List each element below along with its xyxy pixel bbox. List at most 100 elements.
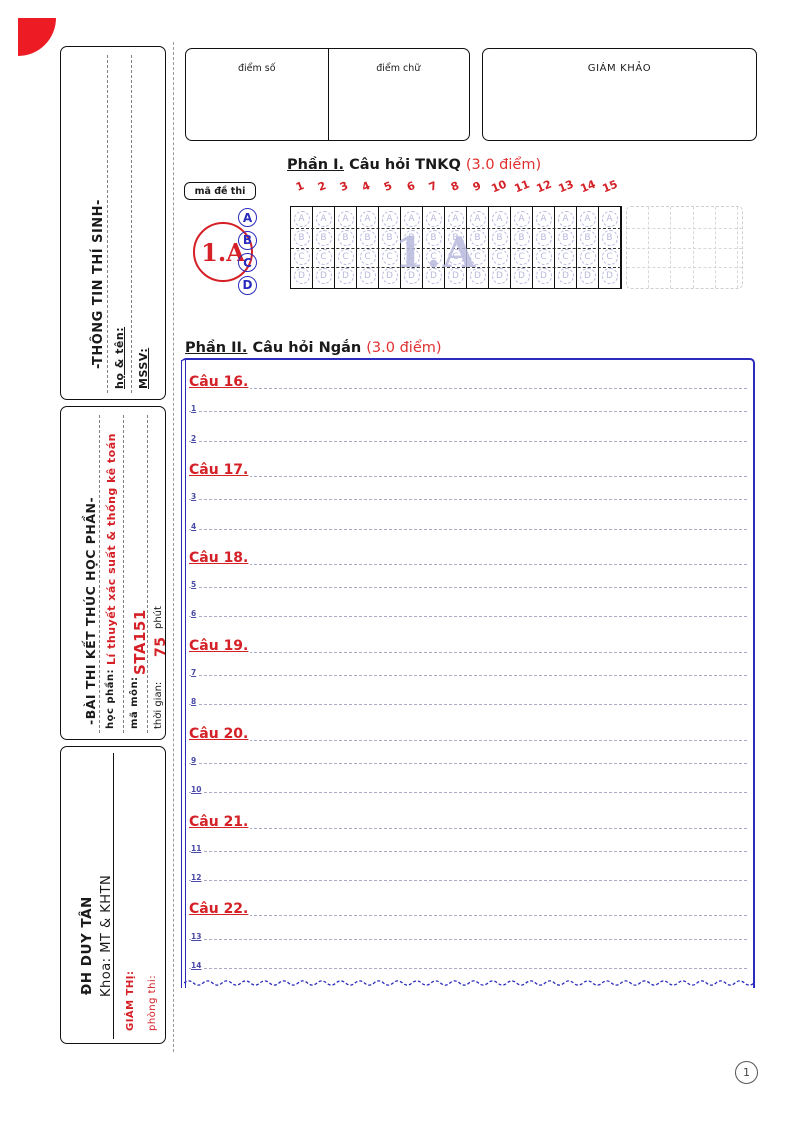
grid-extension-empty [626, 206, 743, 290]
question-number-12: 12 [534, 177, 554, 196]
bubble-2-C[interactable]: C [315, 248, 332, 265]
bubble-13-C[interactable]: C [557, 248, 574, 265]
student-info-title: -THÔNG TIN THÍ SINH- [91, 199, 106, 369]
question-number-5: 5 [382, 179, 395, 194]
bubble-2-B[interactable]: B [315, 229, 332, 246]
bubble-10-C[interactable]: C [491, 248, 508, 265]
writing-rule [189, 827, 747, 829]
bubble-10-B[interactable]: B [491, 229, 508, 246]
course-label: học phần: [105, 668, 116, 729]
bubble-12-A[interactable]: A [535, 210, 552, 227]
bubble-5-C[interactable]: C [381, 248, 398, 265]
student-id-label[interactable]: MSSV: [137, 347, 150, 389]
bubble-9-B[interactable]: B [469, 229, 486, 246]
bubble-11-C[interactable]: C [513, 248, 530, 265]
bubble-3-D[interactable]: D [337, 267, 354, 284]
bubble-4-B[interactable]: B [359, 229, 376, 246]
bubble-1-D[interactable]: D [293, 267, 310, 284]
bubble-6-B[interactable]: B [403, 229, 420, 246]
bubble-3-A[interactable]: A [337, 210, 354, 227]
answer-line-number-12: 12 [191, 873, 203, 883]
bubble-15-D[interactable]: D [601, 267, 618, 284]
bubble-2-D[interactable]: D [315, 267, 332, 284]
writing-rule [189, 880, 747, 882]
answer-line-number-11: 11 [191, 843, 203, 853]
bubble-15-C[interactable]: C [601, 248, 618, 265]
bubble-13-A[interactable]: A [557, 210, 574, 227]
bubble-7-A[interactable]: A [425, 210, 442, 227]
bubble-5-A[interactable]: A [381, 210, 398, 227]
question-number-14: 14 [578, 177, 598, 196]
bubble-5-B[interactable]: B [381, 229, 398, 246]
subject-code-value: STA151 [131, 609, 149, 675]
bubble-9-D[interactable]: D [469, 267, 486, 284]
bubble-4-A[interactable]: A [359, 210, 376, 227]
bubble-1-C[interactable]: C [293, 248, 310, 265]
writing-rule [189, 411, 747, 413]
student-name-label[interactable]: họ & tên: [113, 326, 126, 389]
bubble-11-A[interactable]: A [513, 210, 530, 227]
writing-rule [189, 938, 747, 940]
bubble-14-C[interactable]: C [579, 248, 596, 265]
bubble-11-B[interactable]: B [513, 229, 530, 246]
bubble-4-C[interactable]: C [359, 248, 376, 265]
page-number: 1 [735, 1061, 758, 1084]
duration-value: 75 [153, 636, 169, 657]
bubble-5-D[interactable]: D [381, 267, 398, 284]
bubble-15-B[interactable]: B [601, 229, 618, 246]
question-label-17: Câu 17. [189, 461, 251, 478]
bubble-3-C[interactable]: C [337, 248, 354, 265]
part2-heading-prefix: Phần II. [185, 340, 248, 356]
bubble-12-C[interactable]: C [535, 248, 552, 265]
option-letter-D: D [238, 275, 257, 295]
question-number-1: 1 [293, 179, 306, 194]
answer-line-number-14: 14 [191, 961, 203, 970]
bubble-7-D[interactable]: D [425, 267, 442, 284]
bubble-7-B[interactable]: B [425, 229, 442, 246]
exam-room-label[interactable]: phòng thi: [147, 974, 158, 1031]
score-words-label: điểm chữ [376, 63, 421, 74]
bubble-15-A[interactable]: A [601, 210, 618, 227]
bubble-11-D[interactable]: D [513, 267, 530, 284]
bubble-7-C[interactable]: C [425, 248, 442, 265]
bubble-row-separator [291, 227, 621, 229]
question-number-15: 15 [600, 177, 620, 196]
exam-code-circle: 1.A [193, 222, 253, 282]
bubble-9-A[interactable]: A [469, 210, 486, 227]
exam-info-title: -BÀI THI KẾT THÚC HỌC PHẦN- [83, 496, 98, 725]
question-number-11: 11 [511, 177, 532, 196]
bubble-8-D[interactable]: D [447, 267, 464, 284]
bubble-8-B[interactable]: B [447, 229, 464, 246]
bubble-14-D[interactable]: D [579, 267, 596, 284]
bubble-6-D[interactable]: D [403, 267, 420, 284]
bubble-4-D[interactable]: D [359, 267, 376, 284]
question-label-19: Câu 19. [189, 637, 251, 654]
bubble-12-B[interactable]: B [535, 229, 552, 246]
bubble-6-C[interactable]: C [403, 248, 420, 265]
grid-extension-row-separator [627, 247, 742, 249]
bubble-2-A[interactable]: A [315, 210, 332, 227]
bubble-3-B[interactable]: B [337, 229, 354, 246]
bubble-14-B[interactable]: B [579, 229, 596, 246]
answer-line-number-4: 4 [191, 521, 198, 531]
proctor-label[interactable]: GIÁM THỊ: [125, 970, 136, 1031]
bubble-8-A[interactable]: A [447, 210, 464, 227]
bubble-10-A[interactable]: A [491, 210, 508, 227]
bubble-9-C[interactable]: C [469, 248, 486, 265]
answer-line-number-5: 5 [191, 580, 198, 590]
bubble-13-B[interactable]: B [557, 229, 574, 246]
bubble-12-D[interactable]: D [535, 267, 552, 284]
short-answer-box[interactable]: Câu 16. 1 2 Câu 17. 3 4 Câu 18. 5 6 Câu 19. 7 8 Câu … [181, 358, 755, 988]
question-number-4: 4 [360, 179, 373, 194]
bubble-14-A[interactable]: A [579, 210, 596, 227]
bubble-10-D[interactable]: D [491, 267, 508, 284]
school-name: ĐH DUY TÂN [79, 896, 95, 995]
bubble-6-A[interactable]: A [403, 210, 420, 227]
bubble-8-C[interactable]: C [447, 248, 464, 265]
question-number-13: 13 [556, 177, 576, 196]
bubble-1-B[interactable]: B [293, 229, 310, 246]
bubble-13-D[interactable]: D [557, 267, 574, 284]
school-box-divider [113, 753, 114, 1039]
bubble-1-A[interactable]: A [293, 210, 310, 227]
